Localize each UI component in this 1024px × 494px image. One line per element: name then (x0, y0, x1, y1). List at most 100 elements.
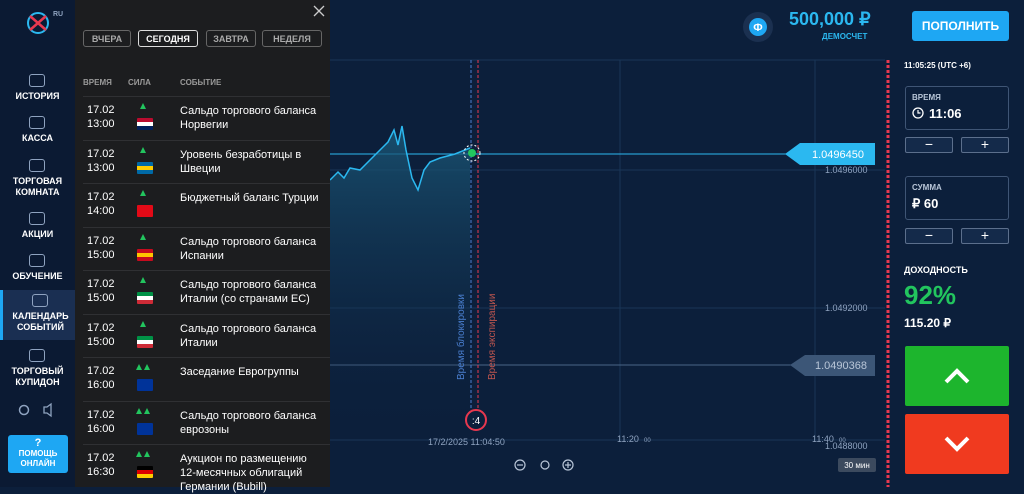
event-date: 17.02 (87, 365, 115, 377)
tab[interactable]: ВЧЕРА (83, 30, 131, 47)
event-row[interactable]: 17.02 15:00 Сальдо торгового баланса Испан… (83, 226, 330, 271)
zoom-controls[interactable] (514, 459, 574, 471)
flag-stripe (137, 252, 153, 257)
clock: 11:05:25 (UTC +6) (904, 61, 971, 70)
event-flag (137, 205, 153, 217)
event-title: Уровень безработицы в Швеции (180, 148, 302, 175)
event-flag (137, 335, 153, 348)
call-button[interactable] (905, 346, 1009, 406)
start-time: 17/2/2025 11:04:50 (428, 437, 505, 447)
price-label: 1.0492000 (825, 303, 868, 313)
help-button[interactable]: ? ПОМОЩЬ ОНЛАЙН (8, 435, 68, 473)
time-value: 11:06 (929, 106, 962, 121)
event-row[interactable]: 17.02 15:00 Сальдо торгового баланса Итали… (83, 313, 330, 358)
put-button[interactable] (905, 414, 1009, 474)
price-label: 1.0496000 (825, 165, 868, 175)
strength-arrow (136, 407, 142, 414)
time-plus[interactable]: + (961, 137, 1009, 153)
flag-stripe (137, 470, 153, 474)
payout-pct: 92% (904, 280, 957, 310)
nav-item[interactable]: ОБУЧЕНИЕ (0, 250, 75, 290)
nav-item[interactable]: ИСТОРИЯ (0, 70, 75, 110)
nav-item[interactable]: КАЛЕНДАРЬ СОБЫТИЙ (0, 290, 75, 340)
current-price: 1.0496450 (812, 149, 864, 161)
avatar-letter: Ф (753, 22, 762, 34)
event-row[interactable]: 17.02 16:00 Заседание Еврогруппы (83, 357, 330, 401)
nav-item[interactable]: КАССА (0, 112, 75, 152)
expiry-label: Время экспирации (487, 294, 498, 380)
interval-button[interactable] (838, 458, 876, 472)
account-type[interactable]: ДЕМОСЧЕТ (822, 32, 868, 41)
amount-box[interactable]: СУММА ₽ 60 (905, 176, 1009, 220)
help-icon: ? (34, 437, 42, 449)
flag-stripe (137, 339, 153, 344)
help-label: ПОМОЩЬ ОНЛАЙН (18, 449, 58, 468)
event-date: 17.02 (87, 147, 115, 160)
flag-stripe (137, 248, 153, 253)
nav-label: КАССА (21, 133, 54, 143)
time-minus[interactable]: − (905, 137, 953, 153)
flag-stripe (137, 474, 153, 478)
amount-value: ₽ 60 (912, 196, 939, 211)
clock-icon (912, 107, 924, 119)
price-label: 1.0488000 (825, 441, 868, 451)
event-title: Сальдо торгового баланса еврозоны (180, 409, 317, 436)
nav-icon (29, 254, 45, 267)
event-row[interactable]: 17.02 14:00 Бюджетный баланс Турции (83, 183, 330, 227)
event-row[interactable]: 17.02 15:00 Сальдо торгового баланса Итали… (83, 270, 330, 314)
nav-item[interactable]: ТОРГОВАЯ КОМНАТА (0, 155, 75, 205)
event-date: 17.02 (87, 191, 115, 203)
event-flag (137, 379, 153, 391)
event-date: 17.02 (87, 408, 115, 421)
amount-plus[interactable]: + (961, 228, 1009, 244)
event-title: Сальдо торгового баланса Испании (180, 235, 317, 262)
nav-item[interactable]: АКЦИИ (0, 208, 75, 248)
deposit-button[interactable]: ПОПОЛНИТЬ (912, 11, 1009, 41)
amount-label: СУММА (912, 183, 942, 192)
event-time: 16:00 (87, 379, 115, 391)
event-time: 13:00 (87, 118, 115, 130)
payout-label: ДОХОДНОСТЬ (904, 265, 968, 275)
event-row[interactable]: 17.02 16:00 Сальдо торгового баланса евроз… (83, 400, 330, 445)
flag-stripe (137, 296, 153, 300)
nav-label: ИСТОРИЯ (15, 91, 60, 101)
event-date: 17.02 (87, 321, 115, 334)
event-row[interactable]: 17.02 13:00 Сальдо торгового баланса Норве… (83, 96, 330, 140)
tab[interactable]: НЕДЕЛЯ (262, 30, 322, 47)
flag-stripe (137, 126, 153, 130)
avatar[interactable]: Ф (742, 11, 774, 43)
time-seconds: 00 (644, 438, 651, 444)
amount-minus[interactable]: − (905, 228, 953, 244)
time-box[interactable]: ВРЕМЯ 11:06 (905, 86, 1009, 130)
time-seconds: 00 (839, 438, 846, 444)
nav-label: КАЛЕНДАРЬ СОБЫТИЙ (12, 311, 69, 332)
flag-stripe (137, 205, 153, 209)
calendar-panel: ВЧЕРА СЕГОДНЯ ЗАВТРА НЕДЕЛЯ ВРЕМЯ СИЛА СОБЫ… (75, 0, 330, 493)
nav-label: ТОРГОВЫЙ КУПИДОН (11, 366, 64, 387)
settings-icons[interactable] (18, 402, 62, 418)
event-time: 15:00 (87, 292, 115, 304)
nav-item[interactable]: ТОРГОВЫЙ КУПИДОН (0, 345, 75, 395)
tab[interactable]: ЗАВТРА (206, 30, 256, 47)
event-row[interactable]: 17.02 13:00 Уровень безработицы в Швеции (83, 139, 330, 184)
flag-stripe (137, 383, 153, 387)
balance: 500,000 ₽ (789, 9, 871, 29)
nav-label: АКЦИИ (21, 229, 54, 239)
tab[interactable]: СЕГОДНЯ (138, 30, 198, 47)
timer-text: :4 (472, 416, 481, 427)
event-date: 17.02 (87, 452, 115, 464)
close-button[interactable] (313, 5, 325, 17)
nav-label: ОБУЧЕНИЕ (12, 271, 63, 281)
event-title: Заседание Еврогруппы (180, 366, 299, 378)
event-title: Бюджетный баланс Турции (180, 192, 319, 204)
event-row[interactable]: 17.02 16:30 Аукцион по размещению 12-месяч… (83, 444, 330, 493)
event-date: 17.02 (87, 234, 115, 247)
event-flag (137, 422, 153, 435)
strength-arrow (144, 407, 150, 414)
strength-arrow (140, 146, 146, 153)
payout-value: 115.20 ₽ (904, 316, 952, 330)
flag-stripe (137, 122, 153, 126)
event-time: 16:30 (87, 466, 115, 478)
flag-stripe (137, 300, 153, 304)
strength-arrow (144, 364, 150, 370)
